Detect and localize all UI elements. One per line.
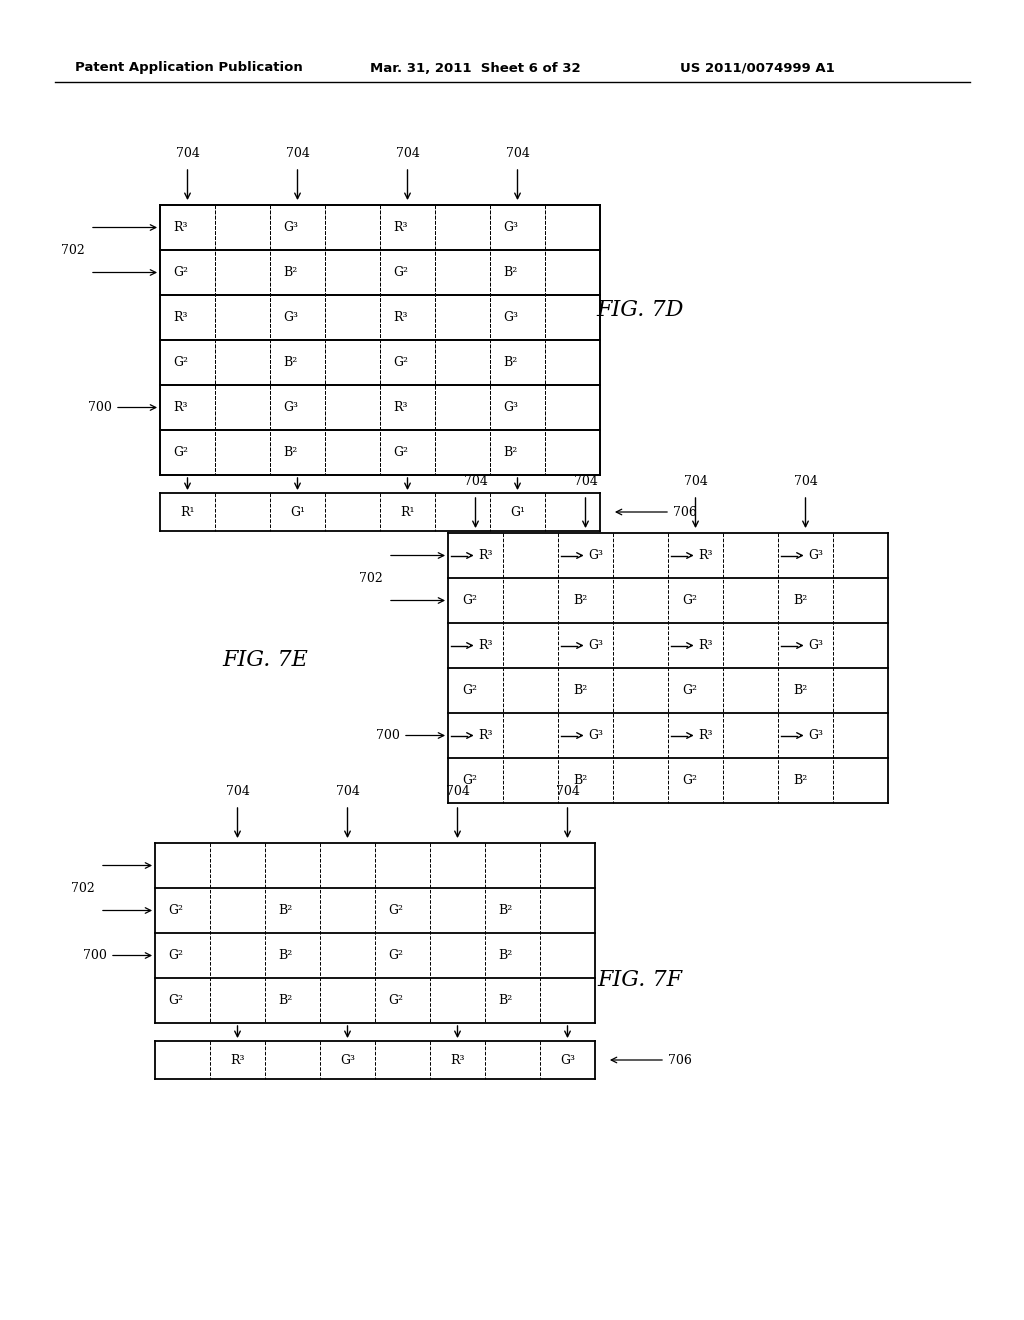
Text: G³: G³: [808, 549, 823, 562]
Text: Patent Application Publication: Patent Application Publication: [75, 62, 303, 74]
Text: R³: R³: [393, 220, 409, 234]
Text: B²: B²: [572, 774, 587, 787]
Text: 706: 706: [668, 1053, 692, 1067]
Text: Mar. 31, 2011  Sheet 6 of 32: Mar. 31, 2011 Sheet 6 of 32: [370, 62, 581, 74]
Text: 702: 702: [359, 572, 383, 585]
Text: G²: G²: [168, 994, 183, 1007]
Text: G³: G³: [284, 312, 298, 323]
Text: R¹: R¹: [180, 506, 195, 519]
Text: G³: G³: [808, 729, 823, 742]
Text: B²: B²: [504, 267, 518, 279]
Text: 704: 704: [175, 147, 200, 160]
Text: FIG. 7E: FIG. 7E: [222, 649, 308, 671]
Text: B²: B²: [284, 356, 298, 370]
Text: G²: G²: [683, 594, 697, 607]
Text: 704: 704: [445, 785, 469, 799]
Text: R¹: R¹: [400, 506, 415, 519]
Text: 704: 704: [684, 475, 708, 488]
Text: G¹: G¹: [510, 506, 525, 519]
Text: G³: G³: [588, 639, 603, 652]
Text: R³: R³: [698, 639, 713, 652]
Text: R³: R³: [174, 220, 188, 234]
Text: B²: B²: [279, 949, 293, 962]
Text: 702: 702: [72, 882, 95, 895]
Text: 704: 704: [556, 785, 580, 799]
Text: G²: G²: [173, 446, 188, 459]
Text: B²: B²: [279, 904, 293, 917]
Text: G²: G²: [393, 267, 409, 279]
Text: G²: G²: [168, 949, 183, 962]
Text: R³: R³: [393, 401, 409, 414]
Text: G²: G²: [388, 904, 403, 917]
Text: G²: G²: [683, 684, 697, 697]
Text: G³: G³: [588, 729, 603, 742]
Text: R³: R³: [698, 549, 713, 562]
Text: 704: 704: [506, 147, 529, 160]
Text: G³: G³: [284, 401, 298, 414]
Text: G²: G²: [388, 949, 403, 962]
Text: G²: G²: [388, 994, 403, 1007]
Text: B²: B²: [499, 994, 513, 1007]
Text: G²: G²: [463, 594, 477, 607]
Text: 704: 704: [794, 475, 817, 488]
Text: R³: R³: [478, 729, 493, 742]
Text: G³: G³: [284, 220, 298, 234]
Text: G³: G³: [340, 1053, 355, 1067]
Text: G³: G³: [504, 401, 518, 414]
Text: B²: B²: [504, 356, 518, 370]
Text: 702: 702: [61, 243, 85, 256]
Text: G²: G²: [683, 774, 697, 787]
Text: B²: B²: [284, 446, 298, 459]
Text: 704: 704: [464, 475, 487, 488]
Text: R³: R³: [230, 1053, 245, 1067]
Text: G²: G²: [463, 684, 477, 697]
Text: G³: G³: [808, 639, 823, 652]
Text: B²: B²: [279, 994, 293, 1007]
Text: B²: B²: [284, 267, 298, 279]
Text: G³: G³: [504, 312, 518, 323]
Text: 700: 700: [376, 729, 400, 742]
Text: G²: G²: [173, 356, 188, 370]
Text: US 2011/0074999 A1: US 2011/0074999 A1: [680, 62, 835, 74]
Text: R³: R³: [393, 312, 409, 323]
Text: R³: R³: [451, 1053, 465, 1067]
Text: B²: B²: [793, 594, 807, 607]
Text: B²: B²: [499, 904, 513, 917]
Text: R³: R³: [478, 639, 493, 652]
Text: 704: 704: [573, 475, 597, 488]
Text: G²: G²: [173, 267, 188, 279]
Text: G³: G³: [588, 549, 603, 562]
Text: 704: 704: [336, 785, 359, 799]
Text: 704: 704: [225, 785, 250, 799]
Text: 706: 706: [673, 506, 697, 519]
Text: R³: R³: [698, 729, 713, 742]
Text: G³: G³: [504, 220, 518, 234]
Text: R³: R³: [174, 401, 188, 414]
Text: R³: R³: [174, 312, 188, 323]
Text: B²: B²: [572, 594, 587, 607]
Text: B²: B²: [793, 774, 807, 787]
Text: 704: 704: [286, 147, 309, 160]
Text: 704: 704: [395, 147, 420, 160]
Text: G³: G³: [560, 1053, 575, 1067]
Text: G²: G²: [168, 904, 183, 917]
Text: G²: G²: [393, 446, 409, 459]
Text: R³: R³: [478, 549, 493, 562]
Text: 700: 700: [83, 949, 106, 962]
Text: G²: G²: [393, 356, 409, 370]
Text: G¹: G¹: [290, 506, 305, 519]
Text: B²: B²: [504, 446, 518, 459]
Text: B²: B²: [793, 684, 807, 697]
Text: B²: B²: [499, 949, 513, 962]
Text: FIG. 7F: FIG. 7F: [597, 969, 683, 991]
Text: B²: B²: [572, 684, 587, 697]
Text: 700: 700: [88, 401, 112, 414]
Text: G²: G²: [463, 774, 477, 787]
Text: FIG. 7D: FIG. 7D: [596, 300, 684, 321]
